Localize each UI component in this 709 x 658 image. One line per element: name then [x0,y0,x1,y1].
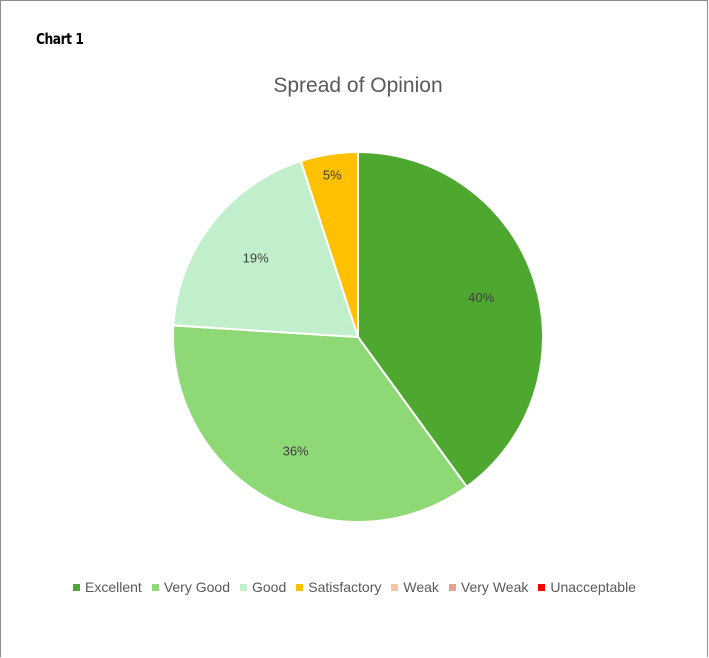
legend-item-unacceptable: Unacceptable [538,579,636,595]
legend-label-satisfactory: Satisfactory [308,579,382,595]
legend-item-very-good: Very Good [151,579,230,595]
legend-swatch-satisfactory [296,583,304,591]
chart-legend: Excellent Very Good Good Satisfactory Weak Ve… [0,579,709,595]
legend-label-weak: Weak [403,579,439,595]
legend-swatch-good [239,583,247,591]
legend-label-very-good: Very Good [163,579,230,595]
legend-label-very-weak: Very Weak [460,579,529,595]
legend-label-excellent: Excellent [85,579,142,595]
legend-swatch-weak [391,583,399,591]
legend-label-unacceptable: Unacceptable [550,579,636,595]
legend-item-satisfactory: Satisfactory [296,579,381,595]
legend-item-weak: Weak [391,579,439,595]
legend-swatch-very-good [151,583,159,591]
legend-item-excellent: Excellent [73,579,142,595]
pie-slice-very-good [172,324,469,523]
data-label-excellent: 40% [468,290,494,305]
pie-slice-excellent [357,150,544,489]
legend-swatch-unacceptable [538,583,546,591]
pie-slice-satisfactory [299,150,359,338]
legend-item-very-weak: Very Weak [448,579,529,595]
pie-data-labels: 40% 36% 19% 5% [243,167,495,458]
data-label-satisfactory: 5% [323,167,342,182]
chart-title: Spread of Opinion [273,74,442,97]
legend-swatch-very-weak [448,583,456,591]
legend-label-good: Good [251,579,287,595]
legend-item-good: Good [239,579,287,595]
data-label-good: 19% [243,251,269,266]
legend-swatch-excellent [73,583,81,591]
data-label-very-good: 36% [283,443,309,458]
pie-slice-good [172,159,360,339]
pie-slices [172,150,544,523]
chart-heading: Chart 1 [36,30,84,48]
